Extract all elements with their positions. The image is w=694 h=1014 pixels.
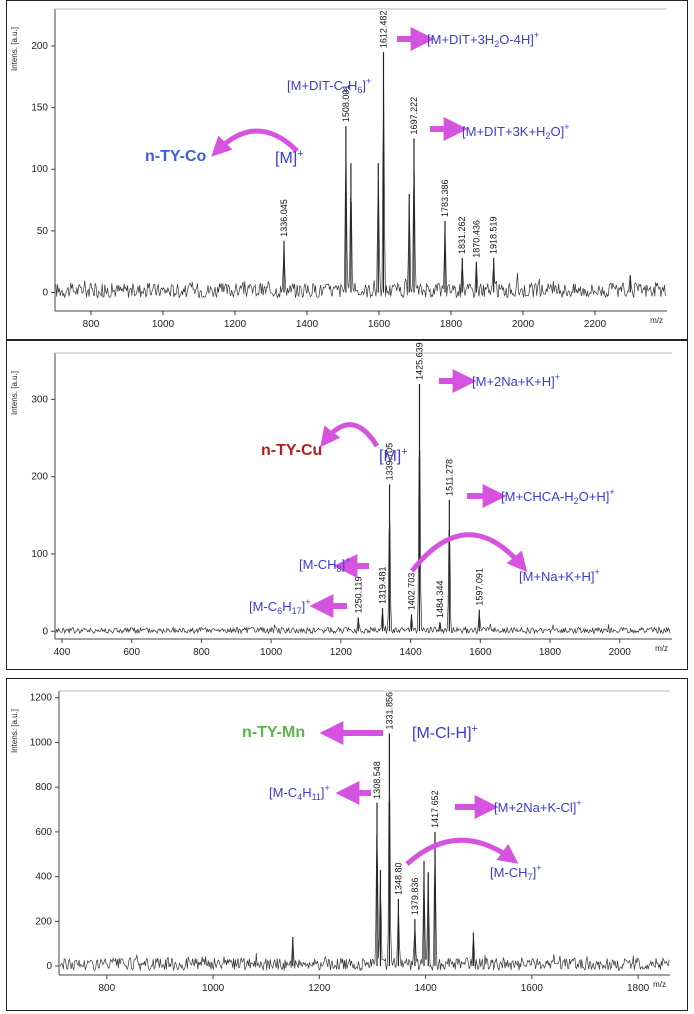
x-tick-label: 800 — [193, 647, 210, 658]
peak-label: 1918.519 — [489, 216, 499, 254]
x-tick-label: 2000 — [512, 319, 535, 330]
peak-label: 1336.045 — [279, 199, 289, 237]
x-axis-title: m/z — [650, 316, 663, 325]
x-tick-label: 1000 — [260, 647, 283, 658]
x-tick-label: 2000 — [609, 647, 632, 658]
annotation-label: [M]+ — [379, 446, 408, 465]
x-tick-label: 1400 — [399, 647, 422, 658]
x-axis-title: m/z — [653, 980, 666, 989]
annotation-label: [M+DIT-C4H6]+ — [287, 76, 371, 95]
annotation-label: [M+DIT+3K+H2O]+ — [462, 122, 569, 141]
peak-label: 1697.222 — [409, 97, 419, 135]
peak-label: 1339.705 — [385, 443, 395, 481]
y-tick-label: 0 — [46, 961, 52, 972]
x-tick-label: 1200 — [308, 983, 331, 994]
annotation-curved-arrow — [410, 532, 528, 573]
peak-label: 1319.481 — [377, 567, 387, 605]
peak-label: 1484.344 — [435, 580, 445, 618]
annotation-label: [M-C4H11]+ — [269, 783, 330, 802]
y-tick-label: 150 — [31, 103, 48, 114]
x-tick-label: 1200 — [224, 319, 247, 330]
peak-label: 1783.386 — [440, 179, 450, 217]
annotation-label: [M+Na+K+H]+ — [519, 567, 600, 584]
y-axis-title: Intens. [a.u.] — [10, 27, 19, 71]
x-tick-label: 1400 — [414, 983, 437, 994]
y-tick-label: 1000 — [30, 737, 53, 748]
annotation-label: [M+2Na+K+H]+ — [472, 372, 560, 389]
annotation-curved-arrow — [320, 422, 380, 448]
y-axis-title: Intens. [a.u.] — [10, 371, 19, 415]
y-tick-label: 1200 — [30, 693, 53, 704]
spectrum-panel-co: Intens. [a.u.] m/z 800 1000 1200 1400 1600 1800… — [6, 0, 688, 340]
spectrum-trace — [59, 797, 670, 972]
spectrum-panel-mn: Intens. [a.u.] m/z 800 1000 1200 1400 1600 1800… — [6, 678, 688, 1011]
x-tick-label: 600 — [123, 647, 140, 658]
peak-label: 1402.703 — [407, 573, 417, 611]
x-tick-label: 1600 — [368, 319, 391, 330]
peak-label: 1348.80 — [393, 862, 403, 895]
spectrum-trace — [55, 450, 671, 635]
peak-label: 1331.856 — [384, 692, 394, 730]
annotation-label: [M-CH7]+ — [490, 863, 541, 882]
annotation-label: [M+CHCA-H2O+H]+ — [501, 487, 615, 506]
peak-label: 1508.001 — [341, 85, 351, 123]
compound-label: n-TY-Cu — [261, 442, 322, 459]
y-tick-label: 800 — [35, 782, 52, 793]
annotation-curved-arrow — [211, 128, 299, 157]
compound-label: n-TY-Mn — [242, 724, 305, 741]
x-tick-label: 800 — [83, 319, 100, 330]
peak-label: 1831.262 — [457, 216, 467, 254]
peak-label: 1612.482 — [378, 11, 388, 49]
x-tick-label: 1800 — [539, 647, 562, 658]
x-tick-label: 1600 — [521, 983, 544, 994]
annotation-curved-arrow — [405, 837, 519, 866]
y-tick-label: 100 — [31, 549, 48, 560]
x-tick-label: 400 — [54, 647, 71, 658]
y-tick-label: 300 — [31, 394, 48, 405]
y-tick-label: 100 — [31, 164, 48, 175]
peak-label: 1597.091 — [474, 568, 484, 606]
x-tick-label: 1400 — [296, 319, 319, 330]
x-axis-title: m/z — [655, 644, 668, 653]
x-tick-label: 2200 — [584, 319, 607, 330]
peak-label: 1308.548 — [372, 761, 382, 799]
peak-label: 1250.119 — [353, 576, 363, 613]
peak-label: 1417.652 — [430, 790, 440, 828]
x-tick-label: 1000 — [202, 983, 225, 994]
y-axis-title: Intens. [a.u.] — [10, 709, 19, 753]
spectrum-chart-mn: Intens. [a.u.] m/z 800 1000 1200 1400 1600 1800… — [10, 690, 670, 994]
peak-label: 1425.639 — [414, 342, 424, 380]
annotation-label: [M-Cl-H]+ — [412, 723, 478, 742]
y-tick-label: 0 — [42, 288, 48, 299]
compound-label: n-TY-Co — [145, 148, 207, 165]
peak-label: 1511.278 — [444, 459, 454, 496]
spectrum-trace — [55, 89, 667, 299]
x-tick-label: 1800 — [627, 983, 650, 994]
x-tick-label: 1600 — [469, 647, 492, 658]
annotation-label: [M-CH8]+ — [299, 555, 350, 574]
x-tick-label: 1200 — [330, 647, 353, 658]
spectrum-panel-cu: Intens. [a.u.] m/z 400 600 800 1000 1200 1400 16… — [6, 340, 688, 670]
peak-label: 1870.436 — [471, 220, 481, 258]
peak-label: 1379.836 — [410, 878, 420, 916]
y-tick-label: 200 — [31, 472, 48, 483]
y-tick-label: 200 — [35, 916, 52, 927]
x-tick-label: 1000 — [152, 319, 175, 330]
x-tick-label: 1800 — [440, 319, 463, 330]
y-tick-label: 400 — [35, 872, 52, 883]
y-tick-label: 200 — [31, 41, 48, 52]
annotation-label: [M+2Na+K-Cl]+ — [494, 798, 582, 815]
y-tick-label: 600 — [35, 827, 52, 838]
annotation-label: [M]+ — [275, 148, 304, 167]
annotation-label: [M+DIT+3H2O-4H]+ — [427, 30, 539, 49]
y-tick-label: 50 — [37, 226, 49, 237]
y-tick-label: 0 — [42, 626, 48, 637]
x-tick-label: 800 — [98, 983, 115, 994]
annotation-label: [M-C6H17]+ — [249, 597, 310, 616]
